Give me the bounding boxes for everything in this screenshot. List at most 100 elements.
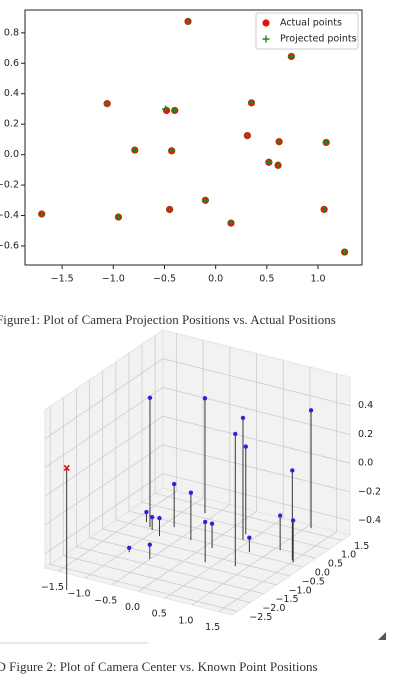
x-tick-label: 0.0: [208, 274, 223, 285]
known-point: [147, 395, 153, 401]
known-point: [247, 535, 252, 540]
actual-point: [162, 106, 171, 115]
y-tick-label: −0.5: [302, 576, 325, 587]
x-tick-label: −1.5: [51, 274, 74, 285]
projected-point: [131, 146, 139, 154]
known-point: [240, 415, 246, 421]
grid-line: [102, 370, 290, 577]
known-point: [308, 408, 314, 413]
legend-label: Projected points: [280, 34, 357, 45]
y-tick-label: 1.0: [341, 550, 356, 561]
projected-point: [171, 106, 179, 114]
grid-line: [111, 346, 231, 586]
grid-line: [164, 360, 284, 599]
x-tick-label: −0.5: [94, 595, 117, 606]
legend-marker: [262, 19, 270, 27]
y-tick-label: 1.5: [354, 541, 369, 552]
grid-line: [44, 444, 351, 526]
grid-line: [44, 415, 351, 497]
x-tick-label: −1.0: [68, 589, 91, 600]
y-tick-label: 0.5: [328, 559, 343, 570]
projected-point: [162, 105, 170, 113]
known-point: [149, 514, 155, 520]
x-tick-label: 1.0: [310, 274, 325, 285]
x-tick-label: −0.5: [153, 274, 176, 285]
grid-line: [76, 388, 264, 595]
grid-line: [218, 373, 338, 612]
projected-point: [201, 196, 209, 204]
known-point: [171, 481, 177, 487]
resize-handle: [378, 632, 386, 640]
legend-box: [255, 12, 359, 50]
x-tick-label: 1.5: [205, 622, 220, 633]
known-point: [127, 545, 132, 551]
projected-point: [166, 205, 174, 213]
grid-line: [89, 379, 277, 586]
z-tick-label: −0.4: [358, 515, 381, 526]
known-point: [147, 542, 153, 547]
projected-point: [320, 205, 328, 213]
projected-point: [265, 158, 273, 166]
projected-point: [341, 248, 349, 256]
y-tick-label: 0.8: [4, 27, 19, 38]
projected-point: [275, 138, 283, 146]
known-point: [209, 521, 215, 526]
grid-line: [44, 387, 351, 468]
grid-line: [44, 358, 351, 440]
grid-line: [49, 406, 238, 612]
grid-line: [58, 333, 177, 572]
known-point: [202, 396, 208, 401]
x-tick-label: 0.5: [152, 609, 167, 620]
y-tick-label: −0.6: [0, 240, 19, 251]
x-tick-label: 0.0: [125, 602, 140, 613]
known-point: [290, 518, 296, 523]
known-point: [188, 490, 194, 495]
x-tick-label: −1.5: [41, 582, 64, 593]
projected-point: [103, 100, 111, 108]
y-tick-label: −2.5: [249, 612, 272, 623]
y-tick-label: 0.6: [4, 58, 19, 69]
y-tick-label: 0.4: [4, 88, 19, 99]
grid-line: [44, 473, 351, 554]
x-tick-label: 1.0: [178, 615, 193, 626]
grid-line: [141, 344, 330, 550]
known-point: [243, 444, 248, 449]
z-tick-label: 0.4: [358, 400, 373, 411]
y-tick-label: −1.0: [289, 585, 312, 596]
known-point: [202, 519, 208, 525]
known-point: [290, 468, 295, 473]
projected-point: [227, 219, 235, 227]
projected-point: [322, 138, 330, 146]
projected-point: [184, 17, 192, 25]
grid-line: [191, 366, 311, 606]
grid-line: [128, 353, 317, 559]
grid-line: [138, 353, 257, 592]
x-tick-label: −1.0: [102, 274, 125, 285]
y-tick-label: 0.0: [315, 568, 330, 579]
projected-point: [243, 132, 251, 140]
z-tick-label: 0.0: [358, 458, 373, 469]
y-tick-label: −0.2: [0, 180, 19, 191]
caption: 3D Figure 2: Plot of Camera Center vs. K…: [0, 659, 318, 674]
camera-center: [63, 464, 70, 472]
known-point: [277, 513, 283, 518]
projected-point: [38, 210, 46, 218]
z-tick-label: 0.2: [358, 429, 373, 440]
y-tick-label: 0.0: [4, 149, 19, 160]
y-tick-label: 0.2: [4, 119, 19, 130]
z-tick-label: −0.2: [358, 486, 381, 497]
plot-area: [24, 9, 363, 266]
grid-line: [62, 397, 251, 603]
grid-line: [115, 362, 303, 568]
y-tick-label: −0.4: [0, 210, 19, 221]
grid-line: [84, 340, 204, 579]
y-tick-label: −2.0: [262, 603, 285, 614]
x-tick-label: 0.5: [259, 274, 274, 285]
caption: Figure1: Plot of Camera Projection Posit…: [0, 312, 336, 327]
projected-point: [287, 52, 295, 60]
projected-point: [168, 147, 176, 155]
y-tick-label: −1.5: [275, 594, 298, 605]
projected-point: [114, 213, 122, 221]
